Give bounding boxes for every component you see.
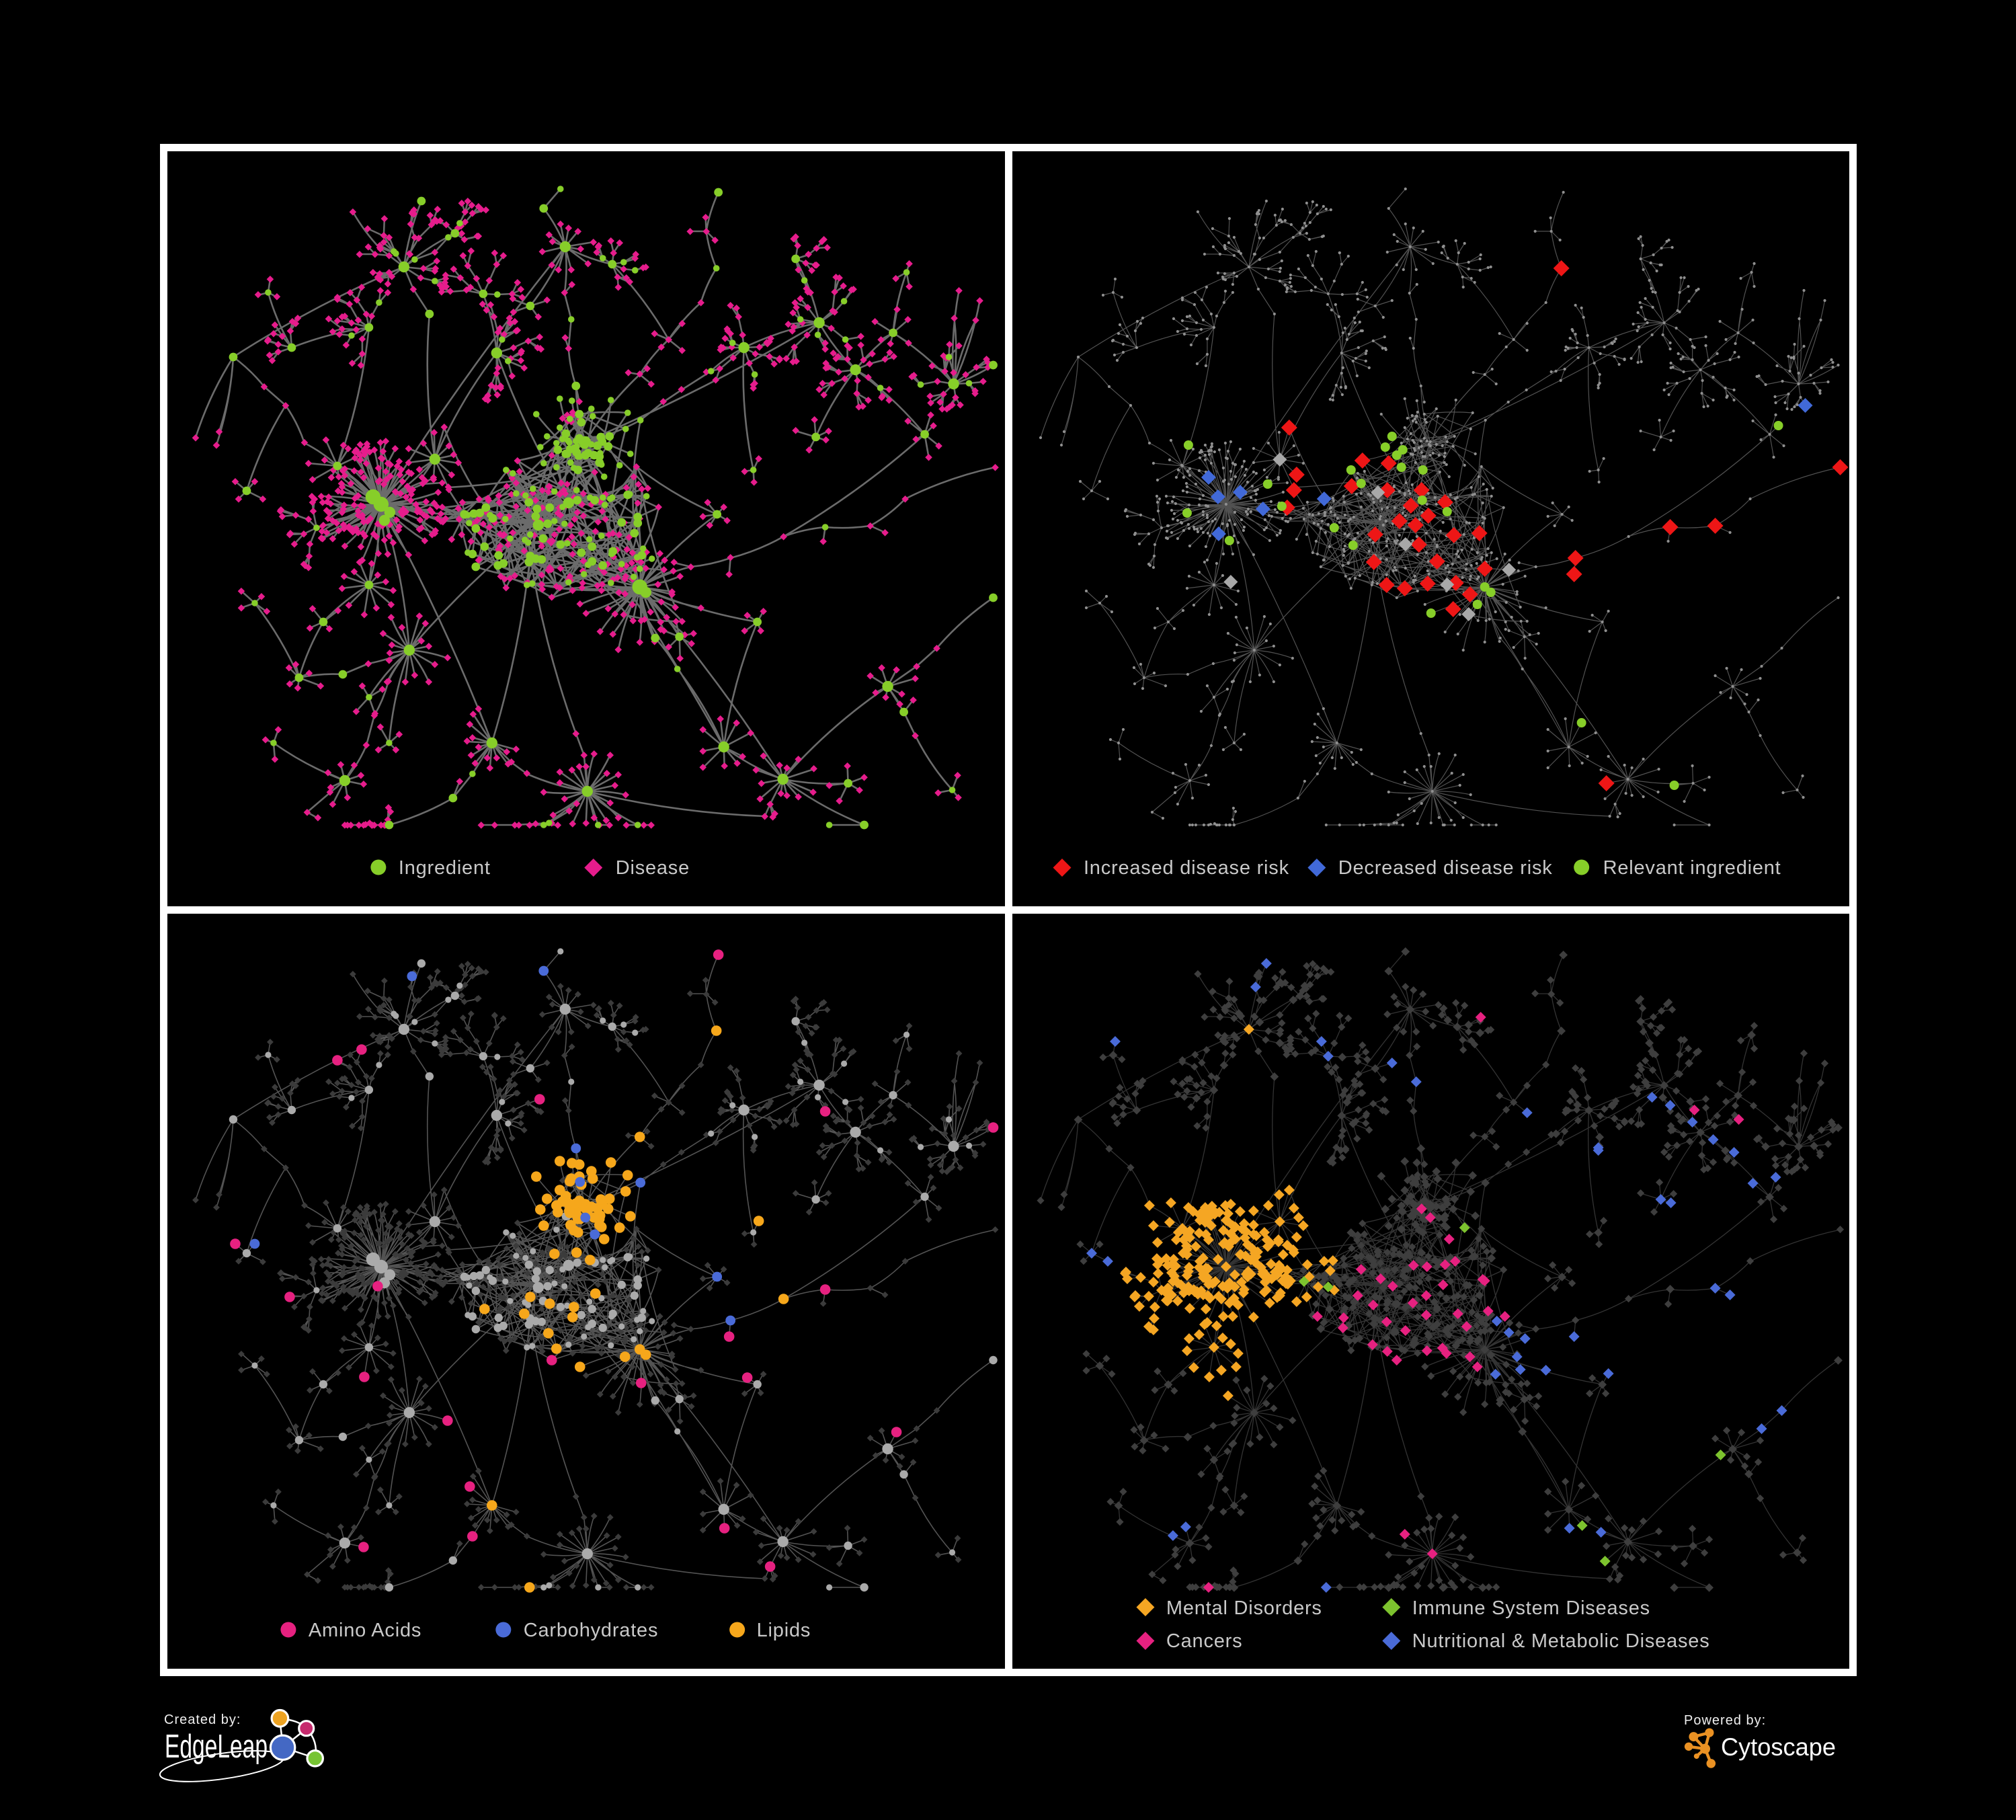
svg-text:Nutritional & Metabolic Diseas: Nutritional & Metabolic Diseases [1412, 1630, 1709, 1652]
svg-text:Cytoscape: Cytoscape [1721, 1733, 1836, 1761]
svg-text:Created by:: Created by: [164, 1712, 241, 1727]
svg-text:Decreased disease risk: Decreased disease risk [1338, 857, 1552, 879]
svg-text:Amino Acids: Amino Acids [309, 1620, 421, 1641]
svg-text:Carbohydrates: Carbohydrates [524, 1620, 658, 1641]
svg-text:Increased disease risk: Increased disease risk [1083, 857, 1289, 879]
svg-text:Immune System Diseases: Immune System Diseases [1412, 1597, 1650, 1619]
svg-text:Mental Disorders: Mental Disorders [1166, 1597, 1322, 1619]
svg-text:EdgeLeap: EdgeLeap [165, 1729, 268, 1765]
svg-text:Lipids: Lipids [757, 1620, 811, 1641]
svg-text:Cancers: Cancers [1166, 1630, 1242, 1652]
svg-text:Disease: Disease [616, 857, 690, 879]
svg-text:Powered by:: Powered by: [1684, 1713, 1766, 1728]
svg-text:Ingredient: Ingredient [399, 857, 491, 879]
svg-text:Relevant ingredient: Relevant ingredient [1603, 857, 1781, 879]
